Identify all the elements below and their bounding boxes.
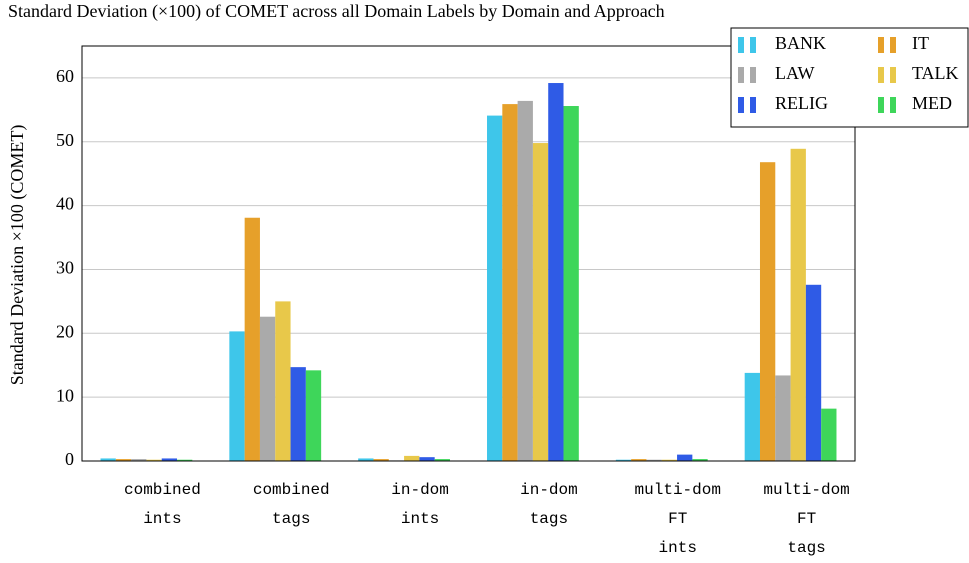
- y-tick-label: 10: [56, 385, 74, 405]
- bar: [275, 301, 291, 461]
- bar: [677, 454, 693, 461]
- bar: [775, 375, 791, 461]
- legend-label: RELIG: [775, 93, 828, 113]
- bar: [631, 459, 647, 461]
- legend-swatch: [878, 97, 884, 113]
- bar: [161, 458, 178, 461]
- x-tick-label: tags: [787, 539, 825, 557]
- chart-title: Standard Deviation (×100) of COMET acros…: [8, 1, 665, 22]
- legend-swatch: [878, 37, 884, 53]
- bar: [259, 316, 276, 461]
- x-tick-label: tags: [272, 510, 310, 528]
- bar: [115, 459, 132, 461]
- legend-swatch: [738, 67, 744, 83]
- bar: [744, 372, 760, 461]
- bar: [244, 217, 260, 461]
- x-tick-label: tags: [530, 510, 568, 528]
- legend-box: [730, 27, 969, 128]
- bar: [661, 459, 678, 461]
- y-tick-label: 30: [56, 258, 74, 278]
- legend-swatch: [878, 67, 884, 83]
- bar: [290, 367, 306, 461]
- legend-label: MED: [912, 93, 952, 113]
- x-tick-label: ints: [143, 510, 181, 528]
- bar: [305, 370, 322, 461]
- legend-swatch: [890, 67, 896, 83]
- bar: [692, 459, 708, 461]
- x-tick-label: FT: [668, 510, 687, 528]
- bar: [419, 457, 435, 461]
- bar: [229, 331, 245, 461]
- x-tick-label: combined: [253, 481, 330, 499]
- bar: [502, 104, 518, 461]
- legend-swatch: [750, 97, 756, 113]
- x-tick-label: multi-dom: [635, 481, 721, 499]
- legend-swatch: [738, 97, 744, 113]
- x-tick-label: multi-dom: [763, 481, 849, 499]
- bar: [759, 162, 776, 461]
- legend-swatch: [738, 37, 744, 53]
- bar: [177, 459, 193, 461]
- x-tick-label: in-dom: [391, 481, 449, 499]
- legend-label: BANK: [775, 33, 826, 53]
- bar: [548, 83, 564, 462]
- y-axis-label: Standard Deviation ×100 (COMET): [7, 125, 28, 386]
- x-tick-label: ints: [659, 539, 697, 557]
- bar: [646, 459, 662, 461]
- bar: [532, 143, 549, 462]
- y-tick-label: 40: [56, 194, 74, 214]
- x-tick-label: ints: [401, 510, 439, 528]
- legend-label: TALK: [912, 63, 959, 83]
- legend-swatch: [750, 67, 756, 83]
- y-tick-label: 0: [65, 449, 74, 469]
- legend-label: IT: [912, 33, 929, 53]
- bar: [358, 458, 374, 461]
- y-tick-label: 60: [56, 66, 74, 86]
- plot-frame: [81, 45, 856, 462]
- bar: [434, 459, 450, 461]
- legend-label: LAW: [775, 63, 815, 83]
- legend-swatch: [750, 37, 756, 53]
- bar: [805, 284, 822, 461]
- bar: [790, 148, 806, 462]
- bar: [563, 106, 579, 461]
- bar: [146, 459, 162, 461]
- y-tick-label: 20: [56, 321, 74, 341]
- x-tick-label: FT: [797, 510, 816, 528]
- bar: [100, 458, 116, 461]
- x-tick-label: in-dom: [520, 481, 578, 499]
- bar: [131, 459, 147, 461]
- bar: [821, 408, 837, 461]
- bar: [373, 459, 389, 461]
- legend-swatch: [890, 37, 896, 53]
- y-tick-label: 50: [56, 130, 74, 150]
- bar: [517, 100, 533, 462]
- bar: [404, 455, 420, 461]
- bar: [487, 115, 503, 461]
- x-tick-label: combined: [124, 481, 201, 499]
- bar: [615, 459, 632, 461]
- legend-swatch: [890, 97, 896, 113]
